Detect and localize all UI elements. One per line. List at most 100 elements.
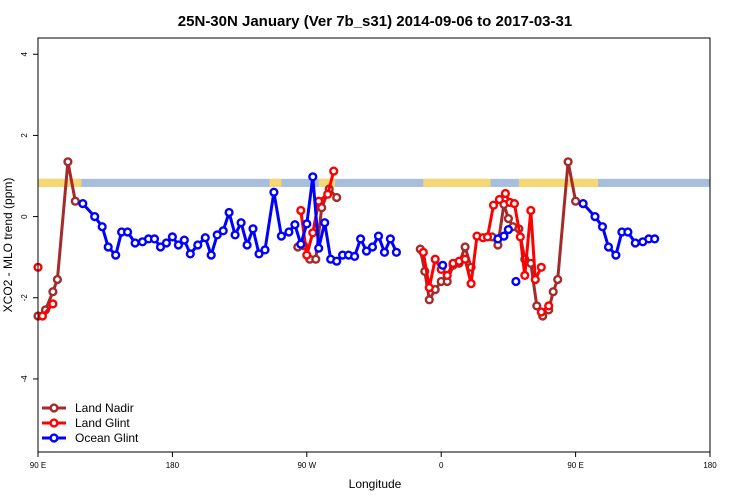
land-glint-point — [466, 279, 476, 289]
ocean-glint-point — [332, 256, 342, 266]
ocean-glint-point — [90, 212, 100, 222]
ocean-glint-point — [578, 199, 588, 209]
land-nadir-point — [460, 242, 470, 252]
ocean-glint-point — [248, 224, 258, 234]
ocean-glint-point — [379, 247, 390, 257]
x-tick-label: 0 — [439, 461, 444, 470]
ocean-glint-point — [290, 220, 300, 230]
land-glint-point — [418, 247, 428, 257]
land-nadir-point — [70, 196, 80, 206]
ocean-glint-point — [385, 234, 396, 244]
land-band — [269, 178, 282, 187]
land-glint-point — [536, 307, 546, 317]
ocean-glint-point — [224, 207, 234, 218]
ocean-glint-point — [260, 245, 270, 255]
x-tick-label: 180 — [703, 461, 717, 470]
legend-marker-ocean-glint — [49, 433, 59, 443]
land-nadir-point — [63, 157, 73, 167]
ocean-glint-point — [350, 251, 360, 262]
series-layer — [33, 157, 660, 321]
land-nadir-point — [570, 196, 581, 206]
x-tick-label: 90 E — [567, 461, 583, 470]
land-band — [38, 178, 82, 187]
ocean-glint-point — [173, 240, 184, 250]
land-nadir-point — [332, 192, 342, 203]
ocean-glint-point — [193, 240, 203, 250]
land-nadir-point — [48, 287, 58, 297]
land-nadir-point — [563, 157, 573, 167]
y-tick-label: -2 — [20, 294, 29, 302]
ocean-glint-point — [630, 238, 640, 248]
ocean-glint-point — [511, 276, 521, 287]
land-glint-point — [37, 311, 48, 321]
ocean-glint-point — [254, 249, 264, 259]
ocean-band — [38, 178, 710, 187]
ocean-glint-point — [373, 231, 384, 241]
land-glint-point — [329, 166, 339, 176]
ocean-glint-point — [97, 222, 107, 232]
land-nadir-point — [503, 214, 514, 224]
ocean-glint-point — [218, 226, 228, 236]
ocean-glint-point — [78, 199, 88, 209]
land-nadir-point — [52, 274, 63, 285]
ocean-glint-point — [130, 238, 140, 248]
legend-marker-land-nadir — [49, 403, 59, 413]
y-tick-label: 4 — [20, 51, 29, 56]
land-band — [518, 178, 598, 187]
land-glint-point — [308, 228, 318, 238]
ocean-glint-point — [122, 227, 133, 237]
land-nadir-point — [311, 254, 321, 264]
land-nadir-point — [548, 287, 558, 297]
ocean-glint-point — [230, 230, 240, 240]
ocean-glint-point — [320, 218, 330, 228]
land-glint-point — [515, 232, 525, 242]
land-glint-point — [494, 194, 505, 205]
x-tick-label: 180 — [166, 461, 180, 470]
ocean-glint-point — [296, 239, 306, 249]
land-glint-point — [424, 283, 434, 293]
ocean-glint-point — [103, 242, 113, 252]
ocean-glint-point — [650, 234, 660, 244]
ocean-glint-point — [503, 225, 514, 235]
ocean-glint-point — [269, 187, 279, 197]
y-tick-label: 0 — [20, 214, 29, 219]
ocean-glint-point — [314, 243, 324, 253]
land-glint-point — [323, 189, 333, 199]
y-axis-label: XCO2 - MLO trend (ppm) — [1, 178, 15, 313]
legend-label-land-nadir: Land Nadir — [75, 401, 134, 415]
ocean-glint-point — [161, 238, 172, 248]
land-glint-point — [526, 205, 536, 216]
y-tick-label: 2 — [20, 133, 29, 138]
ocean-glint-point — [212, 230, 222, 240]
ocean-glint-point — [179, 235, 189, 245]
ocean-glint-point — [438, 260, 448, 270]
land-glint-point — [482, 232, 493, 242]
land-glint-point — [48, 299, 58, 309]
ocean-glint-point — [236, 218, 246, 228]
ocean-glint-point — [499, 231, 509, 241]
x-tick-label: 90 W — [297, 461, 316, 470]
land-glint-point — [302, 250, 312, 260]
land-band — [318, 178, 336, 187]
axes: 90 E 180 90 W 0 90 E 180 4 2 0 -2 -4 — [20, 51, 717, 470]
ocean-glint-point — [155, 242, 166, 252]
ocean-glint-point — [367, 242, 378, 252]
legend-label-ocean-glint: Ocean Glint — [75, 431, 139, 445]
land-glint-point — [530, 274, 540, 285]
land-glint-point — [488, 200, 499, 210]
ocean-glint-point — [611, 250, 621, 260]
land-glint-point — [430, 254, 440, 264]
land-glint-point — [500, 188, 511, 199]
ocean-glint-point — [590, 212, 600, 222]
land-glint-point — [296, 205, 306, 216]
ocean-glint-point — [206, 250, 216, 260]
x-axis-label: Longitude — [349, 477, 402, 491]
legend-label-land-glint: Land Glint — [75, 416, 130, 430]
ocean-glint-point — [356, 234, 366, 244]
plot-frame — [37, 37, 711, 453]
ocean-glint-point — [276, 231, 287, 241]
x-tick-label: 90 E — [30, 461, 46, 470]
ocean-glint-point — [603, 242, 614, 252]
